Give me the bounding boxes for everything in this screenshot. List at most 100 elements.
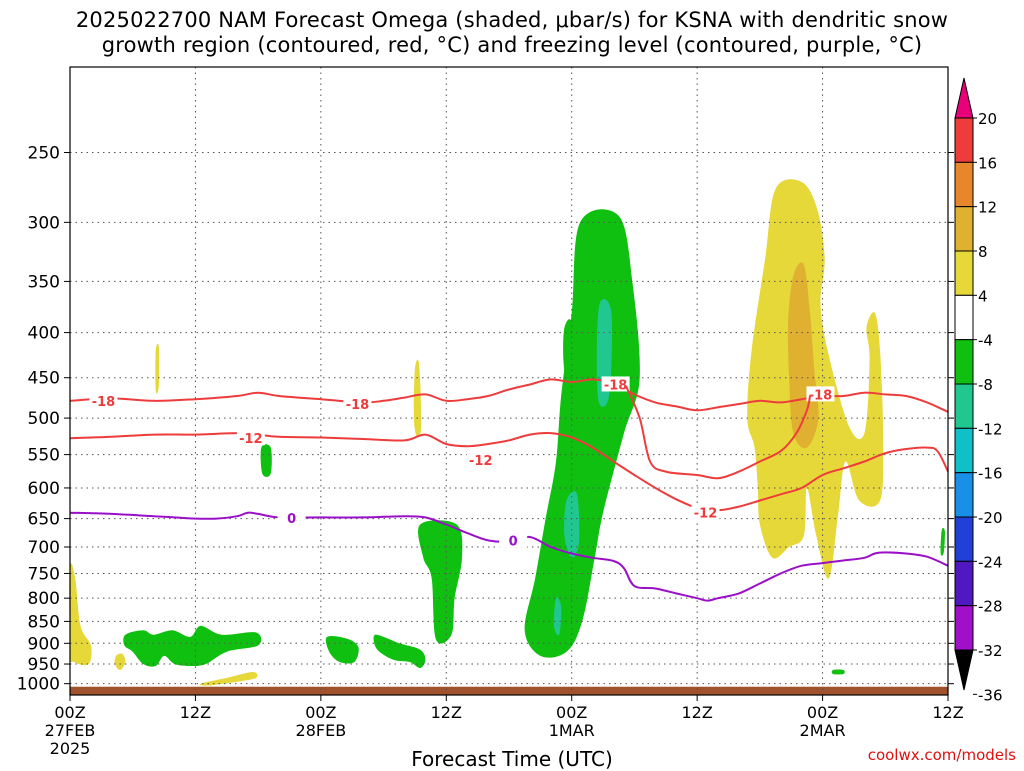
colorbar-label: -12 <box>978 420 1003 438</box>
colorbar-bin <box>954 383 974 429</box>
colorbar-label: -20 <box>978 509 1003 527</box>
colorbar-label: -8 <box>978 376 993 394</box>
contour-label-bg <box>236 430 265 446</box>
contour-line <box>69 511 949 602</box>
contour-label: -18 <box>809 388 833 403</box>
contour-label-bg <box>601 376 630 392</box>
omega-shade-region <box>69 563 92 666</box>
credit-link[interactable]: coolwx.com/models <box>867 746 1016 764</box>
y-tick-label: 550 <box>28 446 60 466</box>
y-tick-label: 250 <box>28 143 60 163</box>
colorbar-label: -4 <box>978 332 993 350</box>
contour-label: 0 <box>509 534 518 549</box>
omega-shading-layer <box>69 179 945 686</box>
contour-layer: -18 -18 -18 -18 -12 -12 -12 0 0 <box>69 376 949 602</box>
colorbar-bin <box>954 472 974 518</box>
colorbar-bin <box>954 206 974 252</box>
y-tick-label: 650 <box>28 510 60 530</box>
colorbar-label: -32 <box>978 642 1003 660</box>
colorbar-label: 12 <box>978 199 997 217</box>
contour-line <box>69 431 949 512</box>
colorbar-label: 8 <box>978 243 988 261</box>
x-tick-label: 00Z <box>807 703 838 722</box>
contour-label: -12 <box>239 432 263 447</box>
omega-shade-region <box>155 343 160 394</box>
y-tick-label: 450 <box>28 369 60 389</box>
x-tick-label: 2MAR <box>800 721 846 740</box>
omega-shade-region <box>373 634 426 669</box>
x-tick-label: 12Z <box>431 703 462 722</box>
colorbar-bin <box>954 339 974 385</box>
contour-label-bg <box>89 392 118 408</box>
y-tick-label: 300 <box>28 213 60 233</box>
y-tick-label: 850 <box>28 612 60 632</box>
chart-title-line1: 2025022700 NAM Forecast Omega (shaded, μ… <box>75 8 949 32</box>
omega-shade-region <box>199 672 258 686</box>
colorbar-bin <box>954 117 974 163</box>
colorbar-bin <box>954 77 974 119</box>
colorbar-bin <box>954 161 974 208</box>
x-tick-label: 28FEB <box>296 721 347 740</box>
terrain-bar <box>70 686 948 695</box>
omega-shade-region <box>114 653 126 671</box>
contour-label-bg <box>691 504 720 520</box>
omega-shade-region <box>787 262 819 449</box>
contour-label-bg <box>499 532 528 548</box>
x-tick-label: 12Z <box>681 703 712 722</box>
colorbar-bin <box>954 560 974 607</box>
x-axis-title: Forecast Time (UTC) <box>411 747 613 771</box>
x-tick-label: 12Z <box>932 703 963 722</box>
colorbar-label: -24 <box>978 553 1003 571</box>
x-tick-label: 2025 <box>50 739 91 758</box>
contour-label: -12 <box>469 454 493 469</box>
y-tick-label: 600 <box>28 479 60 499</box>
colorbar-bin <box>954 427 974 474</box>
y-tick-label: 750 <box>28 564 60 584</box>
colorbar-label: -36 <box>978 686 1003 704</box>
omega-shade-region <box>325 636 359 664</box>
colorbar-bin <box>954 516 974 562</box>
omega-shade-region <box>123 625 262 667</box>
y-tick-label: 900 <box>28 634 60 654</box>
contour-label: -18 <box>604 378 628 393</box>
contour-label-bg <box>277 510 306 526</box>
y-tick-label: 950 <box>28 655 60 675</box>
x-tick-label: 12Z <box>180 703 211 722</box>
y-axis: 2503003504004505005506006507007508008509… <box>17 143 954 695</box>
x-tick-label: 00Z <box>54 703 85 722</box>
y-tick-label: 500 <box>28 409 60 429</box>
x-tick-label: 00Z <box>305 703 336 722</box>
contour-label-bg <box>343 396 372 412</box>
omega-shade-region <box>831 669 845 675</box>
x-tick-label: 27FEB <box>45 721 96 740</box>
y-tick-label: 700 <box>28 538 60 558</box>
y-tick-label: 1000 <box>17 675 60 695</box>
grid-layer <box>70 67 948 695</box>
colorbar-bin <box>954 250 974 296</box>
colorbar-label: 20 <box>978 110 997 128</box>
contour-label-bg <box>806 386 835 402</box>
contour-label: -18 <box>346 398 370 413</box>
contour-line <box>625 385 811 480</box>
contour-label: -18 <box>92 395 116 410</box>
omega-shade-region <box>940 527 945 556</box>
colorbar: 20 16 12 8 4 -4 -8 -12 -16 -20 -24 -28 -32 -36 <box>954 77 1003 704</box>
omega-shade-region <box>418 520 463 644</box>
plot-frame <box>69 66 949 696</box>
contour-label: 0 <box>287 512 296 527</box>
x-tick-label: 1MAR <box>549 721 595 740</box>
plot-border <box>69 66 949 696</box>
colorbar-bin <box>954 605 974 651</box>
y-tick-label: 400 <box>28 324 60 344</box>
contour-label-bg <box>466 452 495 468</box>
colorbar-label: -28 <box>978 598 1003 616</box>
y-tick-label: 350 <box>28 272 60 292</box>
colorbar-label: 4 <box>978 287 988 305</box>
colorbar-label: 16 <box>978 154 997 172</box>
chart-title-line2: growth region (contoured, red, °C) and f… <box>101 33 923 57</box>
colorbar-bin <box>954 294 974 341</box>
omega-shade-region <box>553 597 562 636</box>
y-tick-label: 800 <box>28 589 60 609</box>
